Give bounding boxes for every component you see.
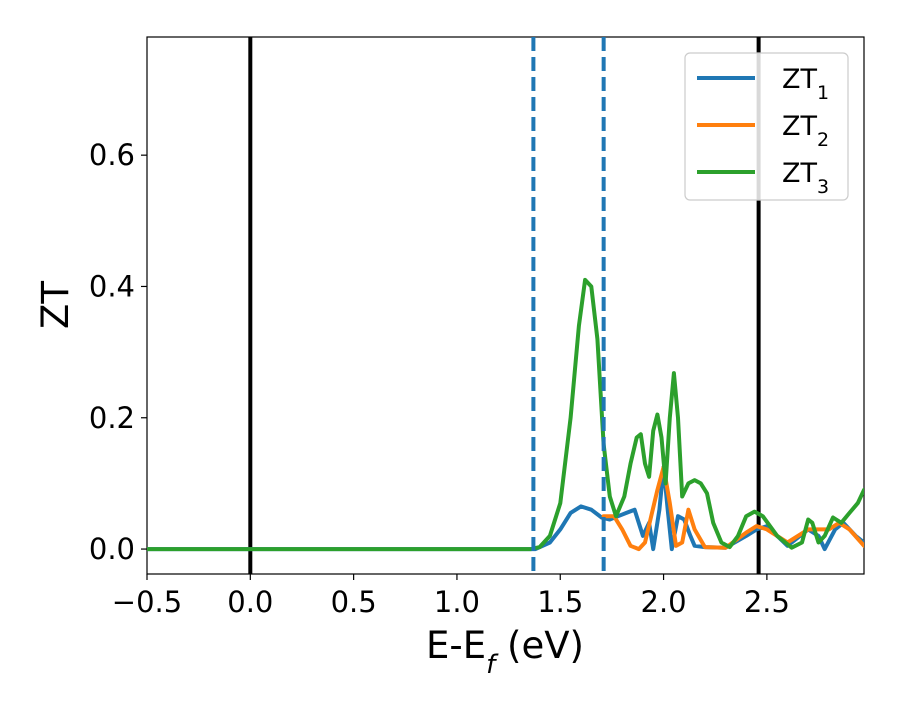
x-tick-label: 0.0: [227, 585, 273, 619]
y-tick-label: 0.4: [89, 269, 135, 303]
x-tick-label: 2.0: [641, 585, 687, 619]
y-tick-label: 0.6: [89, 138, 135, 172]
legend-label-zt1: ZT1: [782, 64, 829, 104]
legend-label-zt3: ZT3: [782, 158, 829, 198]
x-tick-label: 0.5: [331, 585, 377, 619]
series-line-zt2: [601, 465, 864, 552]
x-tick-label: 2.5: [744, 585, 790, 619]
legend-label-zt2: ZT2: [782, 111, 829, 151]
x-tick-label: −0.5: [112, 585, 182, 619]
y-tick-label: 0.0: [89, 532, 135, 566]
y-tick-label: 0.2: [89, 401, 135, 435]
legend-box: [684, 52, 849, 201]
x-tick-label: 1.5: [537, 585, 583, 619]
x-tick-label: 1.0: [434, 585, 480, 619]
x-axis-label: E-Ef (eV): [426, 624, 584, 680]
legend: ZT1 ZT2 ZT3: [684, 52, 849, 201]
series-line-zt3: [147, 277, 864, 552]
y-axis-label: ZT: [34, 281, 77, 329]
